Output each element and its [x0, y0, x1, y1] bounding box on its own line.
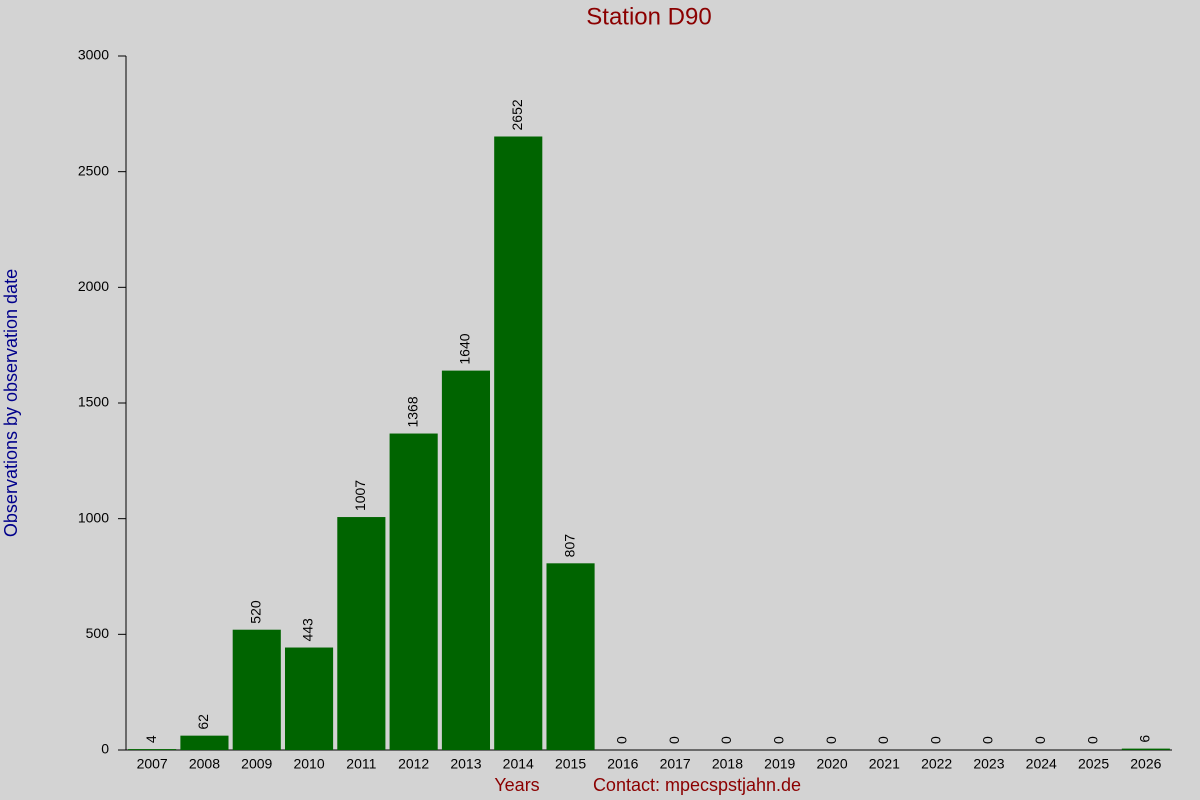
- value-label: 0: [823, 736, 839, 744]
- y-tick-label: 0: [101, 741, 109, 757]
- value-label: 2652: [509, 99, 525, 130]
- bar: [128, 749, 177, 750]
- bar: [546, 563, 595, 750]
- value-label: 0: [666, 736, 682, 744]
- x-tick-label: 2015: [555, 756, 586, 772]
- bar: [441, 370, 491, 750]
- bar: [180, 735, 229, 750]
- value-label: 0: [614, 736, 630, 744]
- value-label: 1007: [352, 480, 368, 511]
- x-tick-label: 2020: [816, 756, 847, 772]
- x-tick-label: 2024: [1026, 756, 1057, 772]
- y-tick-label: 2500: [78, 162, 109, 178]
- contact: Contact: mpecs​pstjahn.de: [593, 775, 801, 795]
- x-tick-label: 2025: [1078, 756, 1109, 772]
- value-label: 520: [247, 600, 263, 624]
- x-axis-title: Years: [494, 775, 539, 795]
- value-label: 807: [561, 534, 577, 558]
- value-label: 62: [195, 714, 211, 730]
- bar: [232, 629, 281, 750]
- y-axis-title: Observations by observation date: [1, 269, 21, 537]
- x-tick-label: 2012: [398, 756, 429, 772]
- x-tick-label: 2008: [189, 756, 220, 772]
- chart-title: Station D90: [586, 3, 711, 30]
- x-tick-label: 2010: [293, 756, 324, 772]
- bar: [389, 433, 438, 750]
- value-label: 0: [1032, 736, 1048, 744]
- value-label: 443: [300, 618, 316, 642]
- x-tick-label: 2021: [869, 756, 900, 772]
- y-tick-label: 500: [86, 625, 110, 641]
- x-tick-label: 2014: [503, 756, 534, 772]
- x-tick-label: 2013: [450, 756, 481, 772]
- value-label: 0: [718, 736, 734, 744]
- value-label: 0: [875, 736, 891, 744]
- value-label: 0: [927, 736, 943, 744]
- y-tick-label: 1000: [78, 509, 109, 525]
- x-tick-label: 2011: [346, 756, 376, 772]
- x-tick-label: 2023: [973, 756, 1004, 772]
- bar: [494, 136, 543, 750]
- bar: [284, 647, 334, 750]
- x-tick-label: 2019: [764, 756, 795, 772]
- value-label: 0: [770, 736, 786, 744]
- value-label: 6: [1137, 735, 1153, 743]
- x-tick-label: 2022: [921, 756, 952, 772]
- y-tick-label: 2000: [78, 278, 109, 294]
- value-label: 0: [1084, 736, 1100, 744]
- x-tick-label: 2009: [241, 756, 272, 772]
- bar: [337, 517, 386, 750]
- bar: [1121, 748, 1170, 750]
- value-label: 4: [143, 735, 159, 743]
- y-tick-label: 1500: [78, 394, 109, 410]
- x-tick-label: 2016: [607, 756, 638, 772]
- value-label: 0: [980, 736, 996, 744]
- x-tick-label: 2018: [712, 756, 743, 772]
- x-tick-label: 2017: [660, 756, 691, 772]
- value-label: 1368: [404, 396, 420, 427]
- value-label: 1640: [457, 333, 473, 364]
- y-tick-label: 3000: [78, 47, 109, 63]
- x-tick-label: 2026: [1130, 756, 1161, 772]
- x-tick-label: 2007: [137, 756, 168, 772]
